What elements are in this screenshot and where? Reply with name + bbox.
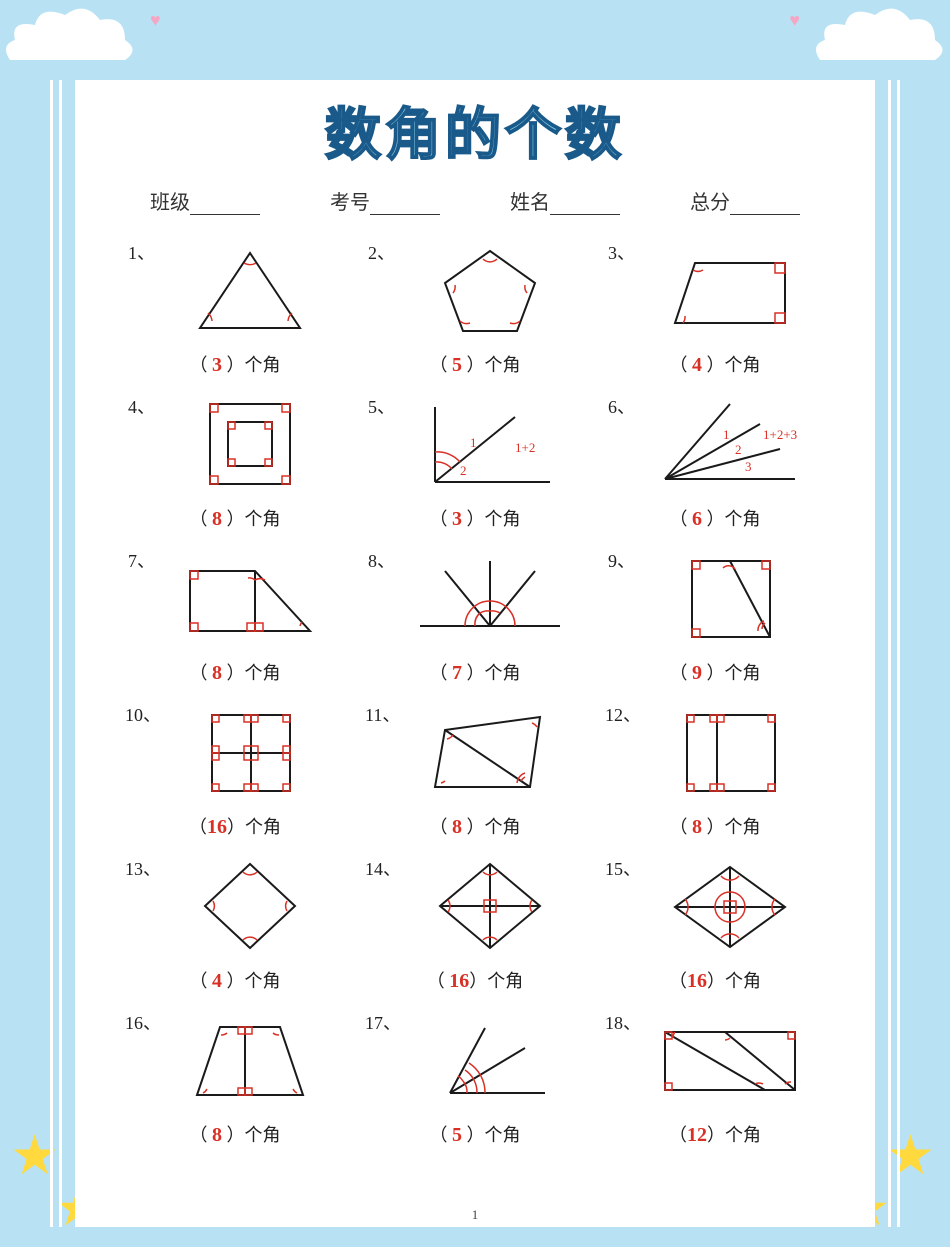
- question-number: 4、: [125, 389, 155, 419]
- question-14: 14、 （ 16）个角: [365, 851, 585, 993]
- name-field: 姓名: [510, 186, 620, 215]
- question-8: 8、 （ 7 ）个角: [365, 543, 585, 685]
- nested-squares-diagram: [155, 389, 345, 499]
- svg-text:1: 1: [723, 427, 730, 442]
- question-7: 7、 （ 8 ）个角: [125, 543, 345, 685]
- diamond-cross-diagram: [395, 851, 585, 961]
- answer-text: （ 8 ）个角: [190, 659, 281, 685]
- info-header: 班级 考号 姓名 总分: [105, 186, 845, 235]
- svg-text:1+2: 1+2: [515, 440, 535, 455]
- angle-diagram: 1 2 1+2: [395, 389, 585, 499]
- answer-text: （ 3 ）个角: [430, 505, 521, 531]
- answer-text: （ 5 ）个角: [430, 1121, 521, 1147]
- question-2: 2、 （ 5 ）个角: [365, 235, 585, 377]
- question-10: 10、: [125, 697, 345, 839]
- diamond-cross2-diagram: [635, 851, 825, 961]
- question-number: 17、: [365, 1005, 395, 1035]
- diamond-diagram: [155, 851, 345, 961]
- svg-text:2: 2: [460, 463, 467, 478]
- question-number: 10、: [125, 697, 155, 727]
- question-number: 9、: [605, 543, 635, 573]
- question-number: 11、: [365, 697, 395, 727]
- score-field: 总分: [690, 186, 800, 215]
- class-field: 班级: [150, 186, 260, 215]
- svg-text:2: 2: [735, 442, 742, 457]
- worksheet-page: 数角的个数 班级 考号 姓名 总分 1、 （ 3 ）个角: [75, 80, 875, 1227]
- answer-text: （ 4 ）个角: [670, 351, 761, 377]
- heart-icon: ♥: [789, 10, 800, 31]
- square-cross-diagram: [155, 697, 345, 807]
- fan3-diagram: [395, 1005, 585, 1115]
- answer-text: （ 8 ）个角: [190, 505, 281, 531]
- question-number: 6、: [605, 389, 635, 419]
- question-17: 17、 （ 5 ）个角: [365, 1005, 585, 1147]
- question-number: 8、: [365, 543, 395, 573]
- page-title: 数角的个数: [105, 90, 845, 171]
- question-number: 18、: [605, 1005, 635, 1035]
- question-6: 6、 1 2 3 1+2+3 （ 6 ）个角: [605, 389, 825, 531]
- answer-text: （ 4 ）个角: [190, 967, 281, 993]
- question-11: 11、 （ 8 ）个角: [365, 697, 585, 839]
- answer-text: （12）个角: [669, 1121, 761, 1147]
- question-number: 13、: [125, 851, 155, 881]
- answer-text: （ 9 ）个角: [670, 659, 761, 685]
- question-number: 16、: [125, 1005, 155, 1035]
- rect-2diag-diagram: [635, 1005, 825, 1115]
- question-5: 5、 1 2 1+2 （ 3 ）个角: [365, 389, 585, 531]
- exam-no-field: 考号: [330, 186, 440, 215]
- question-16: 16、 （ 8 ）个角: [125, 1005, 345, 1147]
- svg-text:1: 1: [470, 435, 477, 450]
- question-4: 4、 （ 8 ）个角: [125, 389, 345, 531]
- question-number: 12、: [605, 697, 635, 727]
- pentagon-diagram: [395, 235, 585, 345]
- answer-text: （ 3 ）个角: [190, 351, 281, 377]
- quad-diag-diagram: [395, 697, 585, 807]
- questions-grid: 1、 （ 3 ）个角 2、: [105, 235, 845, 1147]
- question-number: 5、: [365, 389, 395, 419]
- cloud-decoration-left: [0, 0, 140, 80]
- rect-drop-diagram: [155, 543, 345, 653]
- answer-text: （ 8 ）个角: [430, 813, 521, 839]
- question-18: 18、 （12）个角: [605, 1005, 825, 1147]
- trapezoid-diagram: [635, 235, 825, 345]
- question-number: 1、: [125, 235, 155, 265]
- triangle-diagram: [155, 235, 345, 345]
- question-number: 3、: [605, 235, 635, 265]
- answer-text: （ 8 ）个角: [670, 813, 761, 839]
- trapezoid-vline-diagram: [155, 1005, 345, 1115]
- svg-text:1+2+3: 1+2+3: [763, 427, 797, 442]
- answer-text: （ 8 ）个角: [190, 1121, 281, 1147]
- border-decoration: [50, 80, 62, 1227]
- question-15: 15、: [605, 851, 825, 993]
- answer-text: （16）个角: [669, 967, 761, 993]
- question-number: 7、: [125, 543, 155, 573]
- question-13: 13、 （ 4 ）个角: [125, 851, 345, 993]
- fan-diagram: [395, 543, 585, 653]
- answer-text: （ 6 ）个角: [670, 505, 761, 531]
- question-3: 3、 （ 4 ）个角: [605, 235, 825, 377]
- rect-vline-diagram: [635, 697, 825, 807]
- heart-icon: ♥: [150, 10, 161, 31]
- svg-text:3: 3: [745, 459, 752, 474]
- answer-text: （ 5 ）个角: [430, 351, 521, 377]
- answer-text: （16）个角: [189, 813, 281, 839]
- question-number: 2、: [365, 235, 395, 265]
- question-number: 15、: [605, 851, 635, 881]
- question-12: 12、 （ 8 ）个角: [605, 697, 825, 839]
- question-number: 14、: [365, 851, 395, 881]
- answer-text: （ 7 ）个角: [430, 659, 521, 685]
- cloud-decoration-right: [810, 0, 950, 80]
- question-9: 9、 （ 9 ）个角: [605, 543, 825, 685]
- square-diag-diagram: [635, 543, 825, 653]
- page-number: 1: [472, 1207, 479, 1223]
- border-decoration: [888, 80, 900, 1227]
- answer-text: （ 16）个角: [427, 967, 524, 993]
- angle-rays-diagram: 1 2 3 1+2+3: [635, 389, 825, 499]
- question-1: 1、 （ 3 ）个角: [125, 235, 345, 377]
